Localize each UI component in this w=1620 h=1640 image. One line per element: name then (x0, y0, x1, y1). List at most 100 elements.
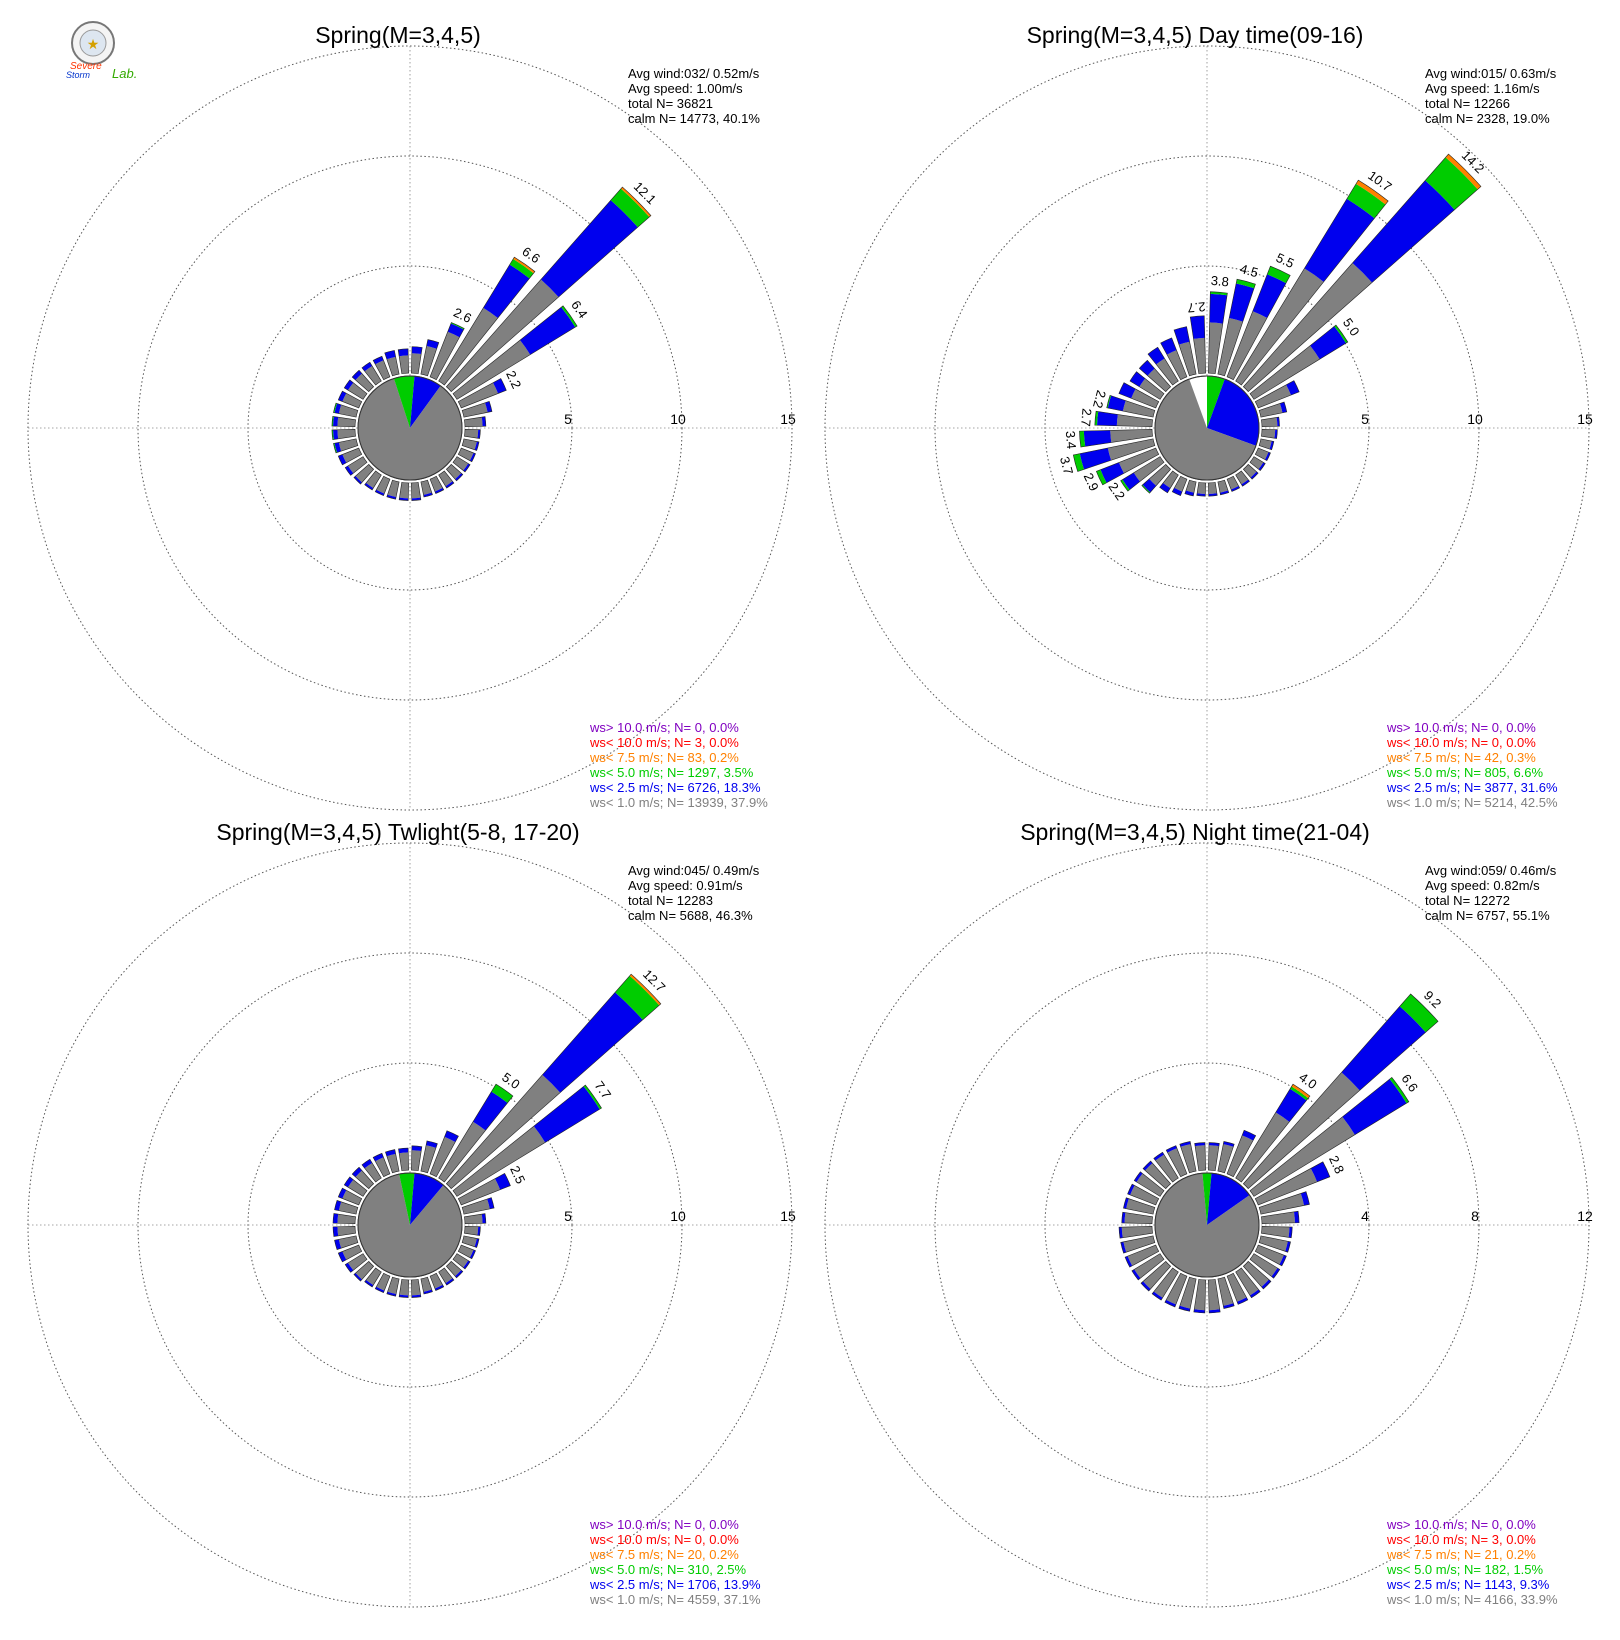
rose-bar-gray-segment (386, 1153, 400, 1173)
stats-line: calm N= 5688, 46.3% (628, 908, 753, 923)
rose-bar-outline (353, 463, 375, 485)
rose-bar-outline (452, 1253, 471, 1270)
logo-star-icon: ★ (87, 36, 100, 52)
rose-bar-gray-segment (1193, 337, 1206, 374)
rose-bar-outline (1226, 475, 1241, 492)
rose-bar-gray-segment (1235, 1267, 1259, 1296)
rose-bar-outline (1258, 1191, 1310, 1215)
rose-bar-blue-segment (338, 1188, 347, 1199)
rose-bar-green-segment (509, 258, 534, 279)
legend-entry: ws< 7.5 m/s; N= 20, 0.2% (589, 1547, 739, 1562)
rose-bar-blue-segment (493, 378, 507, 394)
rose-bar-gray-segment (411, 482, 421, 499)
rose-bar-outline (398, 1147, 409, 1171)
rose-bar-gray-segment (1136, 1173, 1165, 1197)
rose-bar-outline (438, 1083, 514, 1183)
rose-bar-blue-segment (485, 401, 492, 413)
rose-bar-outline (385, 1149, 400, 1174)
rose-bar-green-segment (583, 1085, 602, 1110)
rose-bar-outline (333, 402, 359, 418)
rose-bar-outline (1138, 359, 1172, 393)
stats-line: Avg speed: 1.00m/s (628, 81, 743, 96)
rose-bar-gray-segment (1249, 345, 1320, 400)
rose-bar-gray-segment (1243, 1261, 1269, 1287)
rose-bar-outline (1072, 438, 1156, 472)
rose-bar-outline (1235, 1083, 1311, 1183)
rose-bar-gray-segment (337, 429, 356, 439)
stats-line: total N= 12266 (1425, 96, 1510, 111)
logo-seal-inner (79, 29, 107, 57)
rose-bar-outline (1242, 1260, 1272, 1290)
rose-bar-gray-segment (387, 480, 400, 498)
rose-bar-blue-segment (481, 1213, 486, 1224)
legend-entry: ws> 10.0 m/s; N= 0, 0.0% (1386, 720, 1536, 735)
rose-bar-outline (420, 479, 433, 498)
rose-bar-blue-segment (1223, 1141, 1235, 1147)
range-tick-label: 8 (1471, 1208, 1479, 1224)
rose-bar-gray-segment (342, 1190, 362, 1205)
rose-bar-outline (1151, 1267, 1179, 1301)
legend-entry: ws< 10.0 m/s; N= 0, 0.0% (1386, 735, 1536, 750)
rose-bar-blue-segment (1193, 1309, 1205, 1313)
rose-bar-outline (1217, 278, 1256, 377)
rose-bar-gray-segment (1130, 1185, 1159, 1205)
rose-bar-blue-segment (1294, 1211, 1300, 1223)
rose-bar-blue-segment (533, 1086, 600, 1143)
rose-bar-gray-segment (1261, 429, 1276, 439)
rose-bar-outline (420, 1276, 433, 1295)
rose-bar-blue-segment (361, 362, 373, 372)
rose-bar-gray-segment (1126, 1198, 1155, 1215)
legend-entry: ws< 1.0 m/s; N= 13939, 37.9% (589, 795, 768, 810)
calm-circle-outline (357, 375, 463, 481)
rose-bar-gray-segment (1116, 414, 1153, 427)
rose-bar-outline (344, 456, 368, 476)
rose-bar-green-segment (450, 322, 465, 330)
rose-bar-outline (438, 470, 455, 489)
rose-bar-gray-segment (420, 480, 432, 495)
rose-bar-blue-segment (333, 1226, 339, 1237)
rose-bar-blue-segment (373, 1153, 384, 1162)
rose-bar-gray-segment (1153, 1267, 1179, 1298)
rose-bar-outline (411, 1279, 422, 1298)
rose-bar-blue-segment (1209, 1309, 1221, 1313)
rose-bar-gray-segment (430, 1136, 456, 1177)
rose-bar-outline (1226, 1129, 1257, 1178)
rose-bar-gray-segment (1208, 322, 1223, 374)
legend-entry: ws< 5.0 m/s; N= 1297, 3.5% (589, 765, 754, 780)
rose-bar-blue-segment (1209, 293, 1228, 324)
rose-bar-outline (445, 973, 662, 1190)
rose-bar-blue-segment (352, 370, 362, 380)
calm-pie-slice (1207, 379, 1259, 446)
rose-bar-blue-segment (338, 454, 347, 465)
rose-bar-outline (364, 470, 382, 491)
rose-bar-blue-segment (542, 992, 643, 1093)
rose-bar-blue-segment (434, 1284, 444, 1291)
rose-bar-gray-segment (1217, 1144, 1234, 1173)
rose-bar-blue-segment (1127, 1184, 1135, 1195)
rose-bar-outline (353, 1260, 375, 1282)
range-ring (934, 952, 1480, 1498)
legend-entry: ws< 5.0 m/s; N= 182, 1.5% (1386, 1562, 1544, 1577)
legend-entry: ws> 10.0 m/s; N= 0, 0.0% (589, 720, 739, 735)
rose-bar-gray-segment (355, 1261, 374, 1280)
rose-bar-gray-segment (1243, 262, 1373, 392)
rose-bar-gray-segment (1217, 318, 1243, 376)
rose-bar-outline (411, 1145, 423, 1171)
rose-bar-outline (1142, 1160, 1172, 1190)
rose-bar-blue-segment (1097, 411, 1118, 426)
rose-bar-gray-segment (337, 1214, 356, 1224)
rose-bar-outline (1171, 475, 1188, 496)
rose-bar-gray-segment (337, 417, 356, 427)
rose-bar-gray-segment (1235, 1112, 1290, 1183)
legend-entry: ws< 2.5 m/s; N= 1143, 9.3% (1386, 1577, 1550, 1592)
rose-bar-outline (1153, 1151, 1179, 1183)
rose-bar-outline (1121, 1211, 1153, 1224)
rose-bar-outline (1173, 326, 1197, 377)
rose-bar-gray-segment (1163, 470, 1179, 489)
rose-bar-blue-segment (481, 416, 486, 427)
rose-bar-outline (1258, 438, 1275, 451)
rose-bar-outline (461, 1197, 495, 1215)
rose-bar-blue-segment (353, 1273, 362, 1282)
rose-bar-orange-segment (513, 257, 535, 274)
rose-bar-gray-segment (452, 340, 531, 400)
